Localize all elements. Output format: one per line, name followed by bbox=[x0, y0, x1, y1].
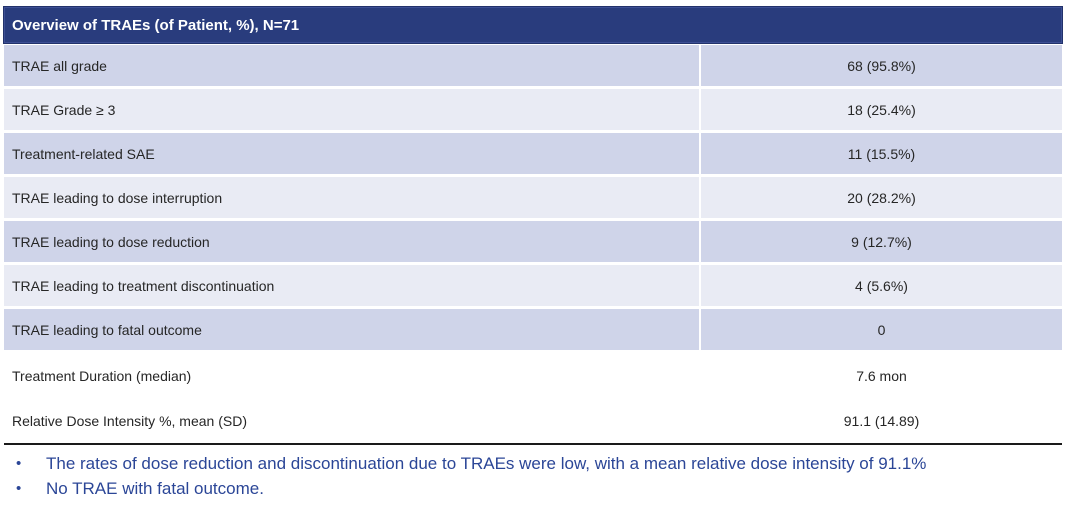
row-value: 0 bbox=[701, 309, 1062, 350]
summary-bullets: • The rates of dose reduction and discon… bbox=[10, 451, 1074, 501]
row-label: Treatment Duration (median) bbox=[12, 367, 192, 384]
table-row: TRAE leading to fatal outcome 0 bbox=[4, 309, 1062, 350]
bullet-icon: • bbox=[16, 480, 22, 497]
table-row: Relative Dose Intensity %, mean (SD) 91.… bbox=[4, 398, 1062, 443]
table-title: Overview of TRAEs (of Patient, %), N=71 bbox=[12, 16, 300, 34]
row-label: TRAE leading to treatment discontinuatio… bbox=[4, 265, 699, 306]
bullet-icon: • bbox=[16, 455, 22, 472]
bullet-item: • No TRAE with fatal outcome. bbox=[10, 476, 1074, 501]
row-label: Treatment-related SAE bbox=[4, 133, 699, 174]
table-row: TRAE all grade 68 (95.8%) bbox=[4, 45, 1062, 86]
row-label: TRAE Grade ≥ 3 bbox=[4, 89, 699, 130]
row-label: TRAE leading to dose interruption bbox=[4, 177, 699, 218]
row-label: TRAE all grade bbox=[4, 45, 699, 86]
row-label: Relative Dose Intensity %, mean (SD) bbox=[12, 412, 247, 429]
row-label: TRAE leading to fatal outcome bbox=[4, 309, 699, 350]
row-value: 9 (12.7%) bbox=[701, 221, 1062, 262]
table-row: Treatment Duration (median) 7.6 mon bbox=[4, 353, 1062, 398]
table-row: TRAE leading to treatment discontinuatio… bbox=[4, 265, 1062, 306]
divider-rule bbox=[4, 443, 1062, 445]
row-value: 91.1 (14.89) bbox=[843, 412, 920, 429]
table-header: Overview of TRAEs (of Patient, %), N=71 bbox=[3, 6, 1063, 44]
bullet-text: The rates of dose reduction and disconti… bbox=[46, 454, 927, 473]
table-row: TRAE leading to dose interruption 20 (28… bbox=[4, 177, 1062, 218]
table-row: TRAE Grade ≥ 3 18 (25.4%) bbox=[4, 89, 1062, 130]
row-value: 11 (15.5%) bbox=[701, 133, 1062, 174]
row-value: 4 (5.6%) bbox=[701, 265, 1062, 306]
bullet-text: No TRAE with fatal outcome. bbox=[46, 479, 264, 498]
row-value: 68 (95.8%) bbox=[701, 45, 1062, 86]
trae-overview-table: Overview of TRAEs (of Patient, %), N=71 … bbox=[3, 6, 1063, 445]
row-value: 18 (25.4%) bbox=[701, 89, 1062, 130]
table-row: TRAE leading to dose reduction 9 (12.7%) bbox=[4, 221, 1062, 262]
row-value: 20 (28.2%) bbox=[701, 177, 1062, 218]
row-value: 7.6 mon bbox=[856, 367, 907, 384]
table-row: Treatment-related SAE 11 (15.5%) bbox=[4, 133, 1062, 174]
bullet-item: • The rates of dose reduction and discon… bbox=[10, 451, 1074, 476]
row-label: TRAE leading to dose reduction bbox=[4, 221, 699, 262]
